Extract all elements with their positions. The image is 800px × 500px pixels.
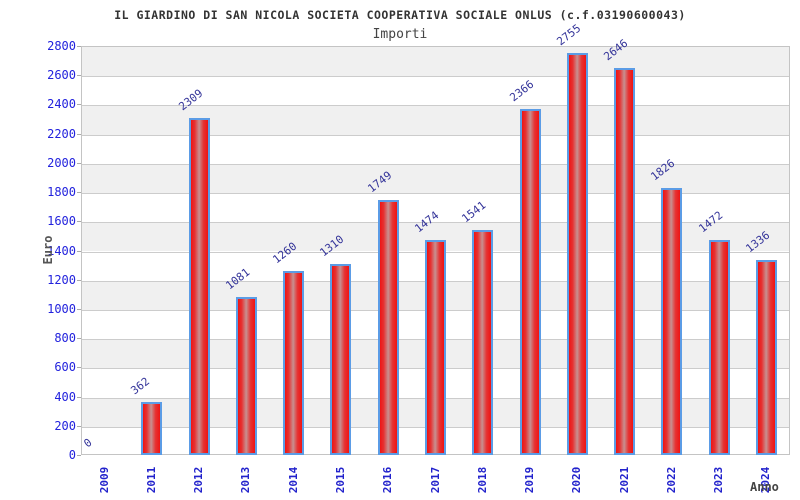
y-tick-label: 1200 xyxy=(47,272,76,287)
x-tick-label: 2019 xyxy=(523,466,537,494)
gridline xyxy=(82,193,789,195)
bar-value-label: 2755 xyxy=(554,21,584,48)
bar xyxy=(283,270,305,455)
gridline xyxy=(82,105,789,107)
y-tick-label: 1800 xyxy=(47,185,76,200)
x-tick-label: 2021 xyxy=(617,466,631,494)
y-tick-label: 1600 xyxy=(47,214,76,229)
y-tick-mark xyxy=(77,396,81,398)
bar xyxy=(755,259,777,455)
y-tick-mark xyxy=(77,75,81,77)
y-tick-mark xyxy=(77,162,81,164)
bar xyxy=(188,117,210,455)
gridline xyxy=(82,134,789,136)
x-tick-label: 2011 xyxy=(144,466,158,494)
y-tick-mark xyxy=(77,46,81,47)
y-tick-mark xyxy=(77,104,81,106)
y-tick-mark xyxy=(77,338,81,340)
bar xyxy=(614,68,636,455)
y-tick-mark xyxy=(77,221,81,223)
x-tick-label: 2015 xyxy=(333,466,347,494)
x-tick-label: 2018 xyxy=(475,466,489,494)
y-tick-label: 2800 xyxy=(47,39,76,53)
y-tick-mark xyxy=(77,455,81,456)
bar xyxy=(708,239,730,455)
y-tick-mark xyxy=(77,192,81,194)
x-tick-label: 2014 xyxy=(286,466,300,494)
y-tick-label: 1000 xyxy=(47,301,76,316)
bar xyxy=(661,188,683,455)
y-tick-label: 2400 xyxy=(47,97,76,112)
bar xyxy=(472,229,494,455)
chart-subtitle: Importi xyxy=(372,27,428,42)
y-tick-label: 0 xyxy=(68,448,76,462)
bar xyxy=(235,297,257,455)
y-axis-title: Euro xyxy=(41,235,55,265)
gridline xyxy=(82,163,789,165)
gridline xyxy=(82,222,789,224)
y-tick-label: 800 xyxy=(54,331,76,346)
y-tick-mark xyxy=(77,308,81,310)
y-tick-label: 2200 xyxy=(47,126,76,141)
x-tick-label: 2023 xyxy=(712,466,726,494)
y-tick-mark xyxy=(77,133,81,135)
bar xyxy=(425,239,446,455)
bar xyxy=(377,199,399,455)
x-tick-label: 2022 xyxy=(664,466,678,494)
y-tick-label: 2600 xyxy=(47,68,76,83)
x-axis-title: Anno xyxy=(750,480,779,494)
plot-band xyxy=(82,47,789,77)
x-tick-label: 2012 xyxy=(192,466,206,494)
x-tick-label: 2013 xyxy=(239,466,253,494)
bar xyxy=(519,109,541,455)
y-tick-label: 400 xyxy=(54,389,76,404)
bar xyxy=(141,402,163,455)
y-tick-label: 600 xyxy=(54,360,76,375)
y-tick-mark xyxy=(77,279,81,281)
y-tick-mark xyxy=(77,250,81,252)
y-tick-mark xyxy=(77,367,81,369)
x-tick-label: 2020 xyxy=(570,466,584,494)
x-tick-label: 2009 xyxy=(97,466,111,494)
bar xyxy=(330,263,352,455)
y-tick-mark xyxy=(77,425,81,427)
chart-title: IL GIARDINO DI SAN NICOLA SOCIETA COOPER… xyxy=(114,8,686,22)
y-tick-label: 1400 xyxy=(47,243,76,258)
bar xyxy=(566,52,588,455)
y-tick-label: 2000 xyxy=(47,155,76,170)
gridline xyxy=(82,76,789,78)
x-tick-label: 2017 xyxy=(428,466,442,494)
x-tick-label: 2016 xyxy=(381,466,395,494)
y-tick-label: 200 xyxy=(54,418,76,433)
